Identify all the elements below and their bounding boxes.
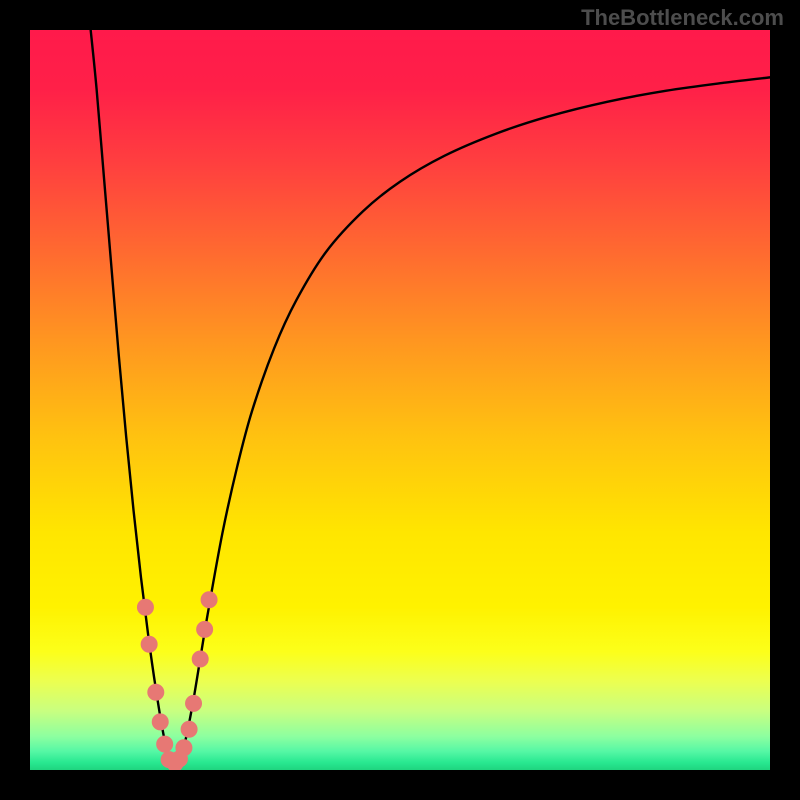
gradient-background (30, 30, 770, 770)
chart-frame: TheBottleneck.com (0, 0, 800, 800)
watermark-text: TheBottleneck.com (581, 5, 784, 31)
plot-area (30, 30, 770, 770)
